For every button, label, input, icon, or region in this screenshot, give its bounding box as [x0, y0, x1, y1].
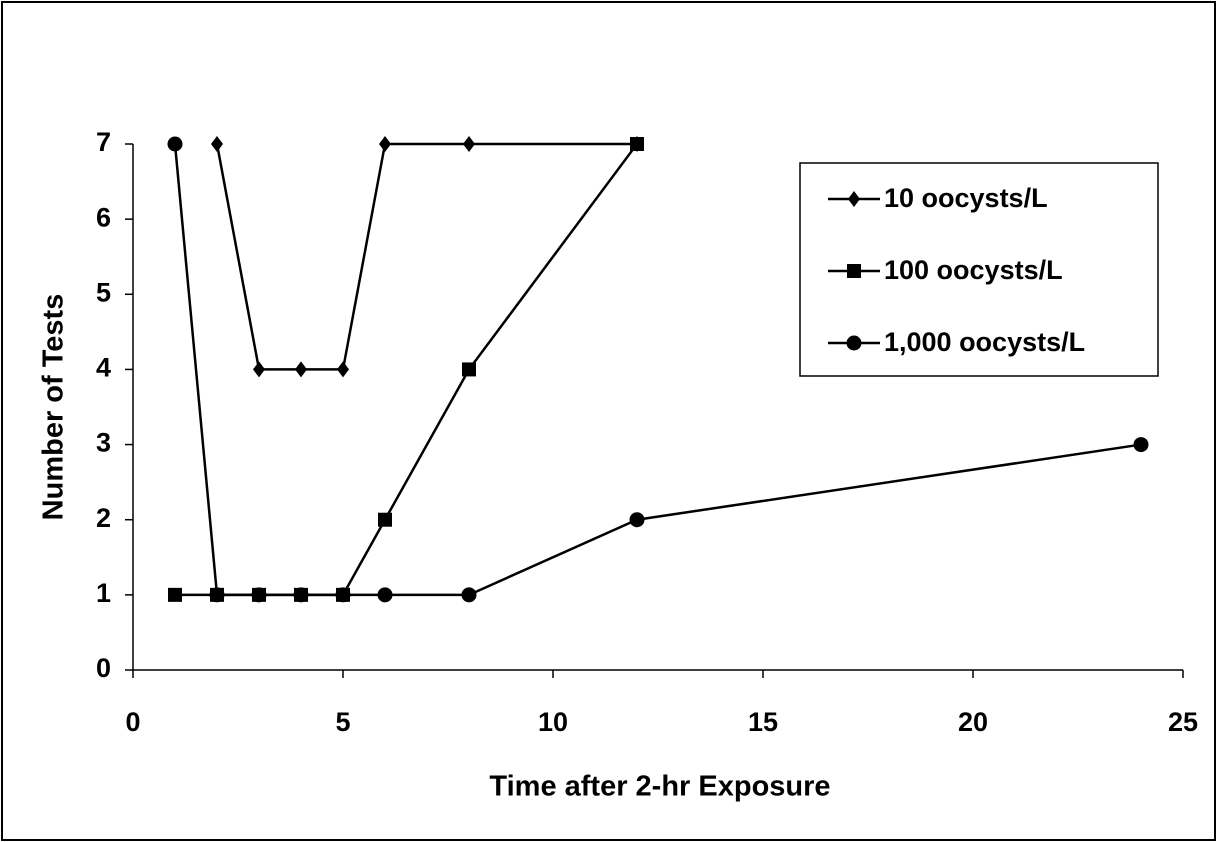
y-tick-label: 1	[96, 578, 111, 608]
y-tick-label: 6	[96, 202, 111, 232]
x-axis-label: Time after 2-hr Exposure	[489, 771, 830, 803]
marker	[335, 587, 351, 603]
y-tick-label: 3	[96, 428, 111, 458]
legend-marker	[847, 264, 861, 278]
legend-label: 1,000 oocysts/L	[884, 327, 1085, 357]
y-tick-label: 7	[96, 127, 111, 157]
y-tick-label: 2	[96, 503, 111, 533]
y-axis-label: Number of Tests	[38, 294, 70, 521]
legend-label: 100 oocysts/L	[884, 255, 1063, 285]
marker	[295, 361, 307, 378]
marker	[168, 587, 182, 602]
marker	[378, 512, 392, 527]
marker	[377, 587, 393, 603]
x-tick-label: 15	[748, 707, 778, 737]
legend-label: 10 oocysts/L	[884, 183, 1048, 213]
marker	[461, 587, 477, 603]
marker	[337, 361, 349, 378]
x-tick-label: 25	[1168, 707, 1198, 737]
marker	[629, 512, 645, 528]
marker	[1133, 437, 1149, 453]
y-tick-label: 5	[96, 277, 111, 307]
legend-marker	[848, 191, 860, 207]
marker	[379, 136, 391, 152]
x-tick-label: 20	[958, 707, 988, 737]
marker	[211, 136, 223, 152]
x-tick-label: 5	[335, 707, 350, 737]
y-tick-label: 4	[96, 353, 111, 383]
marker	[630, 137, 644, 151]
x-tick-label: 10	[538, 707, 568, 737]
marker	[251, 587, 267, 603]
x-tick-label: 0	[125, 707, 140, 737]
y-tick-label: 0	[96, 653, 111, 683]
marker	[462, 362, 476, 377]
legend-marker	[846, 335, 862, 351]
marker	[167, 136, 183, 152]
marker	[209, 587, 225, 603]
marker	[253, 361, 265, 378]
marker	[463, 136, 475, 152]
marker	[293, 587, 309, 603]
